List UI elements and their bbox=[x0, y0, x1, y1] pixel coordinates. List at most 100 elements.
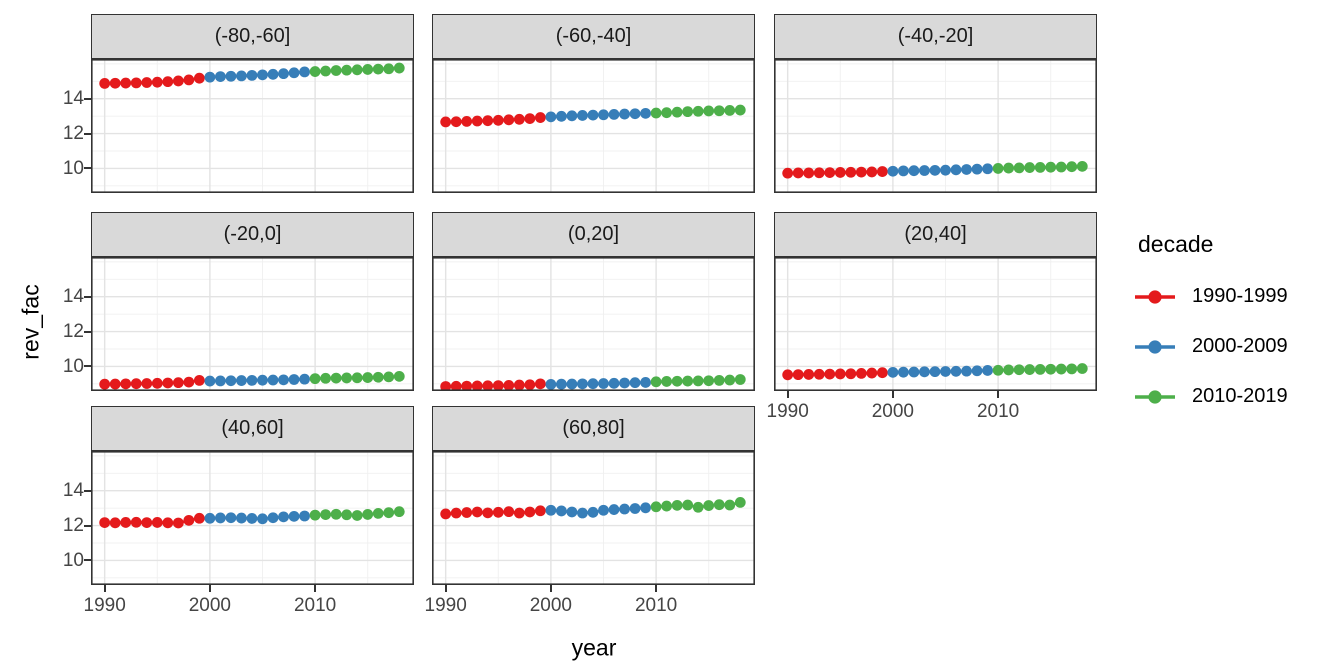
data-point bbox=[845, 368, 857, 380]
data-point bbox=[513, 113, 525, 125]
data-point bbox=[971, 365, 983, 377]
data-point bbox=[556, 505, 567, 517]
data-point bbox=[362, 372, 374, 383]
data-point bbox=[288, 510, 300, 522]
data-point bbox=[236, 512, 247, 524]
y-tick-mark bbox=[84, 97, 91, 100]
data-point bbox=[587, 378, 599, 390]
data-point bbox=[650, 107, 662, 119]
data-point bbox=[587, 109, 599, 121]
data-point bbox=[640, 377, 651, 388]
facet-strip-label: (-80,-60] bbox=[214, 25, 291, 47]
data-point bbox=[1024, 364, 1036, 375]
data-point bbox=[330, 372, 342, 384]
data-point bbox=[236, 70, 247, 82]
data-point bbox=[503, 380, 515, 391]
y-tick-label: 14 bbox=[62, 286, 84, 308]
x-tick-label: 2000 bbox=[188, 595, 232, 616]
data-point bbox=[734, 497, 746, 508]
data-point bbox=[682, 375, 694, 387]
data-point bbox=[866, 166, 878, 178]
data-point bbox=[109, 77, 121, 89]
data-point bbox=[566, 110, 578, 122]
data-point bbox=[876, 166, 888, 177]
data-point bbox=[845, 166, 857, 178]
data-point bbox=[803, 167, 815, 179]
data-point bbox=[172, 517, 184, 529]
data-point bbox=[372, 63, 384, 75]
data-point bbox=[545, 378, 557, 390]
data-point bbox=[257, 69, 268, 81]
facet-strip-label: (-40,-20] bbox=[897, 25, 974, 47]
data-point bbox=[162, 377, 174, 389]
data-point bbox=[908, 165, 920, 177]
data-point bbox=[566, 378, 578, 390]
data-point bbox=[503, 114, 515, 126]
data-point bbox=[876, 367, 888, 379]
data-point bbox=[692, 501, 704, 513]
data-point bbox=[713, 105, 725, 117]
y-tick-label: 14 bbox=[62, 88, 84, 110]
data-point bbox=[503, 506, 515, 518]
data-point bbox=[671, 106, 683, 118]
data-point bbox=[461, 380, 473, 391]
data-point bbox=[671, 499, 683, 511]
data-point bbox=[320, 509, 332, 521]
y-tick-mark bbox=[84, 167, 91, 170]
data-point bbox=[471, 380, 483, 391]
data-point bbox=[278, 511, 289, 523]
x-tick-mark bbox=[997, 391, 1000, 398]
data-point bbox=[162, 517, 174, 529]
data-point bbox=[855, 166, 867, 178]
data-point bbox=[898, 366, 909, 378]
data-point bbox=[461, 507, 473, 518]
data-point bbox=[341, 509, 353, 521]
data-point bbox=[109, 517, 121, 529]
data-point bbox=[524, 379, 536, 391]
data-point bbox=[545, 111, 557, 123]
data-point bbox=[204, 375, 216, 387]
data-point bbox=[577, 378, 588, 390]
facet-strip: (0,20] bbox=[432, 212, 755, 257]
x-tick-label: 2010 bbox=[976, 401, 1020, 422]
data-point bbox=[130, 516, 142, 528]
data-point bbox=[703, 105, 715, 117]
data-point bbox=[813, 368, 825, 380]
data-point bbox=[824, 167, 836, 179]
data-point bbox=[141, 378, 153, 389]
data-point bbox=[724, 105, 736, 116]
data-point bbox=[383, 507, 395, 519]
data-point bbox=[246, 513, 258, 524]
data-point bbox=[1034, 363, 1046, 375]
data-point bbox=[598, 109, 609, 121]
data-point bbox=[813, 167, 825, 179]
legend-key-line-point-icon bbox=[1135, 389, 1175, 404]
data-point bbox=[866, 367, 878, 379]
data-point bbox=[204, 71, 216, 83]
data-point bbox=[782, 167, 794, 179]
data-point bbox=[524, 113, 536, 124]
y-tick-label: 14 bbox=[62, 480, 84, 502]
facet-strip-label: (-20,0] bbox=[223, 223, 282, 245]
data-point bbox=[1034, 161, 1046, 173]
data-point bbox=[246, 69, 258, 81]
data-point bbox=[141, 517, 153, 529]
data-point bbox=[982, 163, 993, 175]
data-point bbox=[619, 108, 630, 120]
data-point bbox=[351, 64, 363, 76]
data-point bbox=[534, 505, 546, 517]
data-point bbox=[792, 167, 804, 179]
data-point bbox=[1013, 364, 1025, 376]
data-point bbox=[225, 70, 237, 82]
data-point bbox=[682, 106, 694, 118]
legend-entry: 1990-1999 bbox=[1134, 285, 1288, 308]
data-point bbox=[204, 512, 216, 524]
data-point bbox=[193, 72, 205, 84]
facet-panel-0 bbox=[91, 59, 414, 193]
y-axis-title: rev_fac bbox=[17, 284, 44, 360]
data-point bbox=[671, 375, 683, 387]
y-tick-mark bbox=[84, 559, 91, 562]
y-tick-mark bbox=[84, 524, 91, 527]
data-point bbox=[257, 513, 268, 525]
data-point bbox=[471, 506, 483, 518]
